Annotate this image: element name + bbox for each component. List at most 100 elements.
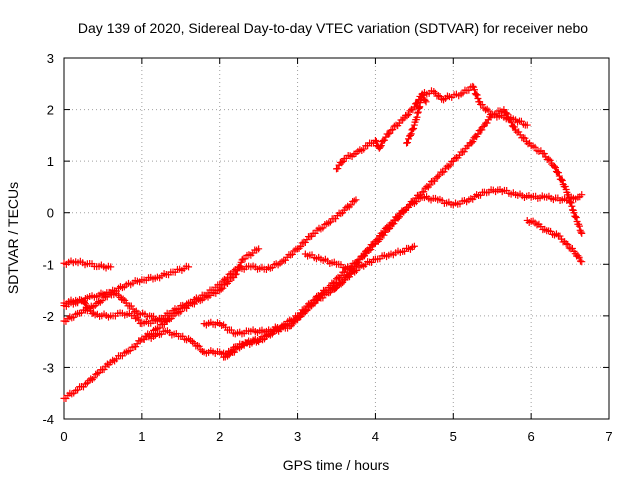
series-track-11 bbox=[403, 90, 430, 147]
series-track-10 bbox=[333, 82, 531, 173]
interpolated-marks bbox=[85, 370, 101, 385]
data-point bbox=[578, 258, 586, 266]
interpolated-marks bbox=[218, 349, 230, 358]
interpolated-marks bbox=[295, 232, 316, 252]
interpolated-marks bbox=[179, 332, 195, 344]
data-point bbox=[352, 196, 360, 204]
series-track-6 bbox=[200, 186, 586, 338]
interpolated-marks bbox=[241, 246, 261, 263]
interpolated-marks bbox=[334, 157, 347, 173]
interpolated-marks bbox=[124, 302, 140, 316]
interpolated-marks bbox=[97, 261, 112, 272]
interpolated-marks bbox=[571, 212, 585, 236]
interpolated-marks bbox=[109, 309, 124, 320]
series-track-1 bbox=[60, 257, 115, 272]
interpolated-marks bbox=[502, 114, 517, 123]
interpolated-marks bbox=[483, 186, 502, 197]
interpolated-marks bbox=[551, 164, 569, 191]
interpolated-marks bbox=[563, 188, 577, 214]
interpolated-marks bbox=[335, 260, 354, 272]
interpolated-marks bbox=[218, 321, 237, 337]
series-track-5 bbox=[60, 196, 360, 328]
data-point bbox=[371, 137, 379, 145]
interpolated-marks bbox=[93, 310, 112, 321]
interpolated-marks bbox=[498, 186, 517, 198]
interpolated-marks bbox=[366, 139, 377, 147]
interpolated-marks bbox=[93, 290, 113, 307]
data-point bbox=[255, 245, 263, 253]
x-tick-label: 3 bbox=[294, 429, 301, 444]
interpolated-marks bbox=[342, 197, 358, 212]
interpolated-marks bbox=[202, 318, 221, 329]
interpolated-marks bbox=[470, 83, 484, 106]
interpolated-marks bbox=[564, 240, 576, 253]
interpolated-marks bbox=[372, 138, 382, 151]
interpolated-marks bbox=[529, 142, 545, 155]
interpolated-marks bbox=[533, 220, 549, 234]
data-point bbox=[551, 162, 558, 170]
interpolated-marks bbox=[545, 227, 560, 239]
data-point bbox=[422, 98, 430, 106]
interpolated-marks bbox=[86, 292, 101, 301]
interpolated-marks bbox=[525, 217, 537, 226]
chart-title: Day 139 of 2020, Sidereal Day-to-day VTE… bbox=[78, 20, 588, 36]
interpolated-marks bbox=[171, 304, 191, 318]
series-track-12 bbox=[523, 216, 586, 266]
data-point bbox=[578, 229, 586, 237]
interpolated-marks bbox=[74, 380, 89, 394]
interpolated-marks bbox=[556, 232, 569, 246]
interpolated-marks bbox=[74, 257, 89, 269]
interpolated-marks bbox=[155, 309, 175, 323]
interpolated-marks bbox=[374, 251, 393, 263]
interpolated-marks bbox=[187, 295, 206, 308]
interpolated-marks bbox=[419, 91, 429, 104]
y-tick-label: -2 bbox=[42, 309, 54, 324]
interpolated-marks bbox=[125, 277, 144, 289]
interpolated-marks bbox=[280, 315, 300, 329]
data-point bbox=[523, 121, 531, 129]
data-point bbox=[578, 191, 586, 199]
interpolated-marks bbox=[234, 337, 253, 351]
interpolated-marks bbox=[326, 279, 347, 296]
interpolated-marks bbox=[80, 298, 90, 311]
series-track-9 bbox=[301, 250, 356, 273]
interpolated-marks bbox=[376, 138, 386, 151]
interpolated-marks bbox=[448, 90, 463, 101]
interpolated-marks bbox=[155, 315, 175, 332]
interpolated-marks bbox=[491, 111, 506, 121]
x-tick-label: 7 bbox=[605, 429, 612, 444]
data-point bbox=[410, 242, 418, 250]
interpolated-marks bbox=[74, 296, 86, 305]
x-tick-label: 5 bbox=[450, 429, 457, 444]
data-point bbox=[107, 263, 115, 271]
y-tick-label: -3 bbox=[42, 360, 54, 375]
interpolated-marks bbox=[136, 309, 151, 321]
data-point bbox=[325, 219, 333, 227]
interpolated-marks bbox=[407, 125, 418, 138]
interpolated-marks bbox=[400, 105, 417, 122]
interpolated-marks bbox=[140, 273, 159, 284]
x-tick-label: 4 bbox=[372, 429, 379, 444]
y-tick-label: -1 bbox=[42, 257, 54, 272]
interpolated-marks bbox=[132, 337, 144, 351]
interpolated-marks bbox=[109, 283, 128, 295]
y-tick-label: 3 bbox=[47, 51, 54, 66]
data-point bbox=[570, 209, 578, 217]
interpolated-marks bbox=[156, 268, 175, 282]
interpolated-marks bbox=[420, 193, 439, 204]
interpolated-marks bbox=[234, 327, 253, 338]
interpolated-marks bbox=[304, 251, 323, 263]
data-point bbox=[188, 338, 196, 346]
series-track-8 bbox=[138, 245, 263, 343]
interpolated-marks bbox=[62, 389, 78, 402]
data-point bbox=[434, 173, 442, 181]
interpolated-marks bbox=[540, 150, 557, 170]
data-point bbox=[348, 265, 356, 273]
data-point bbox=[153, 325, 161, 333]
y-axis-label: SDTVAR / TECUs bbox=[5, 182, 21, 294]
interpolated-marks bbox=[264, 324, 284, 338]
interpolated-marks bbox=[62, 257, 77, 268]
interpolated-marks bbox=[420, 174, 440, 196]
interpolated-marks bbox=[467, 188, 486, 203]
